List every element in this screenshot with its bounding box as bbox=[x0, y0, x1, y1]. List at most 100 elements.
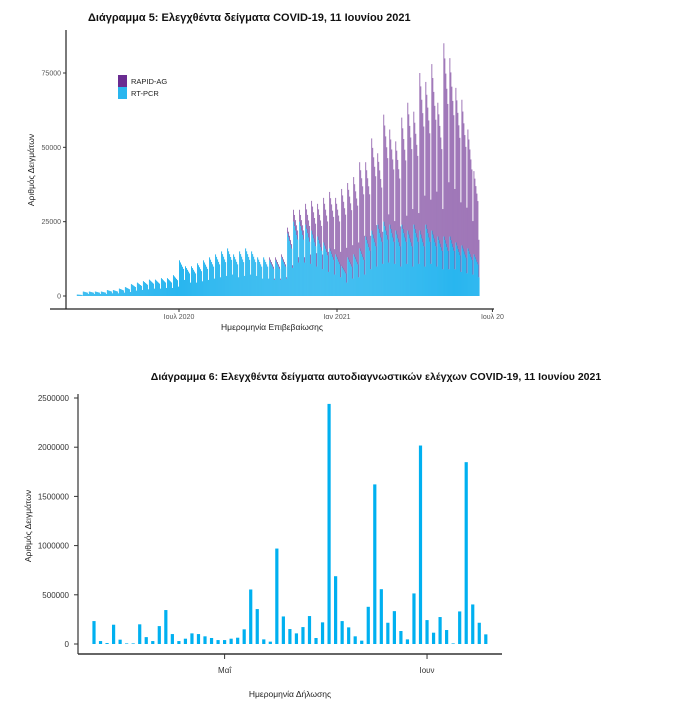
rt-pcr-bar bbox=[244, 275, 246, 296]
rapid-ag-bar bbox=[409, 125, 411, 239]
chart-6-x-ticks: Μαΐ Ιουν bbox=[218, 654, 435, 675]
rapid-ag-bar bbox=[312, 206, 314, 235]
selftest-bar bbox=[360, 640, 364, 644]
rt-pcr-bar bbox=[216, 256, 218, 296]
rapid-ag-bar bbox=[382, 231, 384, 264]
rt-pcr-bar bbox=[224, 259, 226, 296]
rt-pcr-bar bbox=[316, 266, 318, 296]
rt-pcr-bar bbox=[124, 287, 126, 296]
selftest-bar bbox=[262, 639, 266, 644]
chart-6-y-label: Αριθμός Δειγμάτων bbox=[23, 490, 33, 562]
rapid-ag-bar bbox=[313, 212, 315, 239]
rt-pcr-bar bbox=[398, 242, 400, 296]
rt-pcr-bar bbox=[188, 271, 190, 296]
rt-pcr-bar bbox=[350, 264, 352, 296]
rapid-ag-bar bbox=[302, 225, 304, 236]
rapid-ag-bar bbox=[294, 214, 296, 227]
rapid-ag-bar bbox=[440, 137, 442, 248]
selftest-bar bbox=[386, 622, 390, 644]
rt-pcr-bar bbox=[439, 243, 441, 296]
rapid-ag-bar bbox=[439, 125, 441, 244]
rt-pcr-bar bbox=[79, 294, 81, 296]
rt-pcr-bar bbox=[103, 292, 105, 296]
rt-pcr-bar bbox=[165, 287, 167, 296]
rapid-ag-bar bbox=[322, 254, 324, 270]
rt-pcr-bar bbox=[331, 254, 333, 296]
rt-pcr-bar bbox=[460, 271, 462, 296]
selftest-bar bbox=[209, 637, 214, 644]
selftest-bar bbox=[451, 643, 455, 644]
rapid-ag-bar bbox=[319, 214, 321, 244]
rapid-ag-bar bbox=[412, 209, 414, 267]
rapid-ag-bar bbox=[431, 64, 433, 231]
rapid-ag-bar bbox=[458, 125, 460, 253]
rt-pcr-bar bbox=[393, 241, 395, 296]
rapid-ag-bar bbox=[470, 159, 472, 257]
rapid-ag-bar bbox=[415, 133, 417, 234]
rt-pcr-bar bbox=[413, 224, 415, 296]
y-tick-label: 0 bbox=[57, 294, 61, 301]
selftest-bar bbox=[98, 641, 103, 644]
selftest-bar bbox=[379, 589, 383, 644]
rt-pcr-bar bbox=[83, 291, 85, 296]
rapid-ag-bar bbox=[426, 94, 428, 229]
selftest-bar bbox=[177, 641, 181, 644]
rt-pcr-bar bbox=[456, 245, 458, 296]
rt-pcr-bar bbox=[282, 259, 284, 296]
rt-pcr-bar bbox=[140, 285, 142, 296]
rt-pcr-bar bbox=[232, 274, 234, 296]
rt-pcr-bar bbox=[217, 259, 219, 296]
x-tick-label: Μαΐ bbox=[218, 666, 232, 675]
rt-pcr-bar bbox=[406, 263, 408, 296]
rt-pcr-bar bbox=[425, 224, 427, 296]
rt-pcr-bar bbox=[356, 261, 358, 296]
selftest-bar bbox=[340, 621, 344, 644]
rapid-ag-bar bbox=[301, 220, 303, 231]
rt-pcr-bar bbox=[349, 261, 351, 296]
rapid-ag-bar bbox=[361, 178, 363, 255]
rt-pcr-bar bbox=[229, 254, 231, 296]
rt-pcr-bar bbox=[133, 286, 135, 296]
rapid-ag-bar bbox=[469, 149, 471, 255]
rt-pcr-bar bbox=[380, 237, 382, 296]
rt-pcr-bar bbox=[372, 234, 374, 296]
rapid-ag-bar bbox=[300, 214, 302, 227]
rt-pcr-bar bbox=[175, 278, 177, 296]
rt-pcr-bar bbox=[409, 238, 411, 296]
rt-pcr-bar bbox=[131, 284, 133, 296]
rapid-ag-bar bbox=[406, 215, 408, 264]
rapid-ag-bar bbox=[345, 214, 347, 274]
rapid-ag-bar bbox=[282, 256, 283, 260]
x-tick-label: Ιουλ 2020 bbox=[164, 314, 195, 321]
rt-pcr-bar bbox=[192, 268, 194, 296]
rt-pcr-bar bbox=[301, 230, 303, 296]
rt-pcr-bar bbox=[169, 281, 171, 296]
rt-pcr-bar bbox=[365, 236, 367, 296]
rt-pcr-bar bbox=[375, 246, 377, 296]
y-tick-label: 2000000 bbox=[38, 443, 70, 452]
rt-pcr-bar bbox=[333, 259, 335, 296]
rt-pcr-bar bbox=[450, 240, 452, 296]
y-tick-label: 75000 bbox=[42, 71, 62, 78]
rt-pcr-bar bbox=[125, 287, 127, 296]
rt-pcr-bar bbox=[321, 250, 323, 296]
rt-pcr-bar bbox=[290, 244, 292, 296]
rt-pcr-bar bbox=[441, 250, 443, 296]
chart-6-title: Διάγραμμα 6: Ελεγχθέντα δείγματα αυτοδια… bbox=[151, 371, 602, 383]
rt-pcr-bar bbox=[241, 256, 243, 296]
rt-pcr-bar bbox=[293, 221, 295, 296]
rt-pcr-bar bbox=[422, 242, 424, 296]
rt-pcr-bar bbox=[455, 242, 457, 296]
legend-swatch-rapid-ag bbox=[118, 75, 127, 87]
rt-pcr-bar bbox=[366, 240, 368, 296]
rapid-ag-bar bbox=[460, 202, 462, 272]
rt-pcr-bar bbox=[416, 237, 418, 296]
rapid-ag-bar bbox=[348, 189, 350, 260]
rt-pcr-bar bbox=[205, 264, 207, 296]
y-tick-label: 2500000 bbox=[38, 394, 70, 403]
rt-pcr-bar bbox=[315, 246, 317, 296]
rt-pcr-bar bbox=[194, 271, 196, 296]
rt-pcr-bar bbox=[153, 288, 155, 296]
rt-pcr-bar bbox=[123, 292, 125, 296]
rt-pcr-bar bbox=[368, 247, 370, 296]
